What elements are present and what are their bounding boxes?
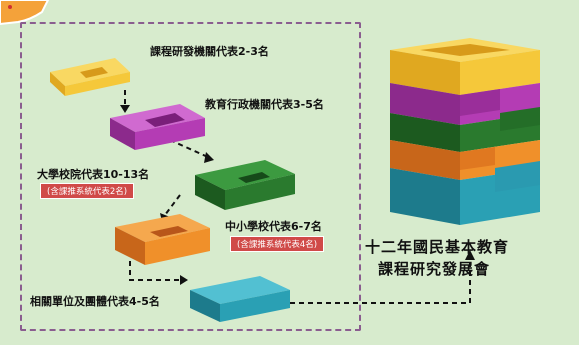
- member-note-universities: (含課推系統代表2名): [40, 183, 135, 199]
- arrow-3: [164, 194, 181, 216]
- member-label-universities: 大學校院代表10-13名: [37, 168, 150, 181]
- arrow-to-committee: [290, 258, 471, 304]
- member-group-frame: [20, 22, 361, 331]
- member-note-schools: (含課推系統代表4名): [230, 236, 325, 252]
- block-magenta: [110, 104, 205, 150]
- arrow-4: [129, 252, 180, 281]
- member-label-related-organizations: 相關單位及團體代表4-5名: [30, 295, 160, 308]
- member-label-curriculum-agency: 課程研發機關代表2-3名: [150, 45, 269, 58]
- committee-tower: [390, 38, 540, 225]
- block-teal: [190, 276, 290, 322]
- committee-title-line2: 課程研究發展會: [378, 260, 491, 278]
- block-green: [195, 160, 295, 210]
- arrow-2: [169, 139, 211, 159]
- member-label-education-administration: 教育行政機關代表3-5名: [205, 98, 324, 111]
- committee-title-line1: 十二年國民基本教育: [365, 238, 510, 256]
- member-label-schools: 中小學校代表6-7名: [225, 220, 322, 233]
- corner-decoration: [0, 0, 50, 25]
- block-yellow: [50, 58, 130, 96]
- block-orange: [115, 214, 210, 265]
